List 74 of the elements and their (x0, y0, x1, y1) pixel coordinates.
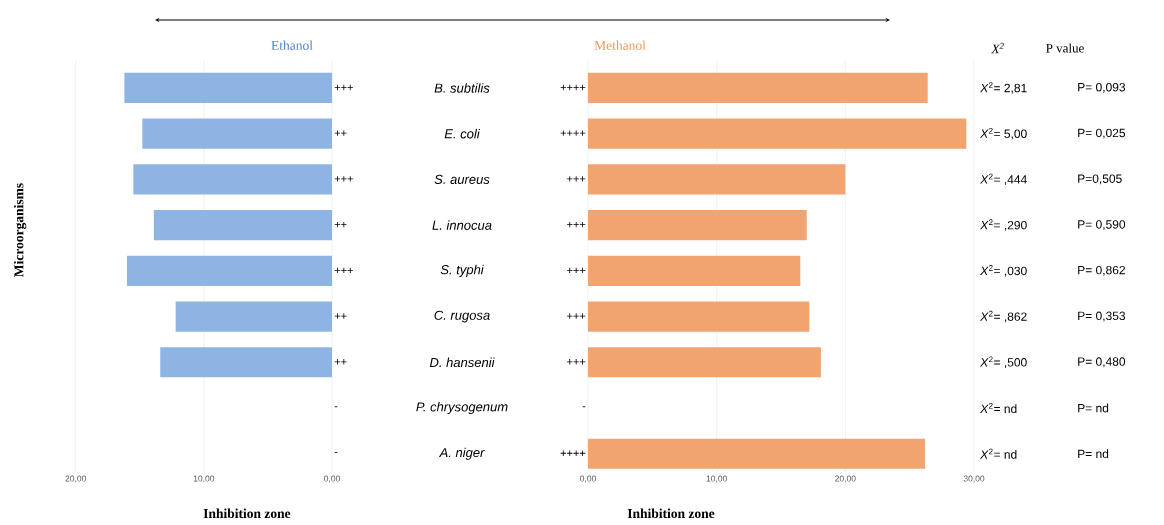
text: P= nd (1078, 449, 1109, 459)
text: P= 0,862 (1078, 265, 1125, 276)
data-label: +++ (334, 267, 353, 274)
text: P= 0,480 (1078, 357, 1126, 368)
data-label: +++ (567, 313, 586, 319)
text: P= 0,025 (1078, 128, 1126, 139)
bar (124, 72, 332, 104)
y-tick-label: E. coli (444, 128, 480, 139)
bar (588, 255, 801, 286)
data-label: +++ (334, 176, 353, 182)
x-tick-label: 10,00 (193, 475, 215, 483)
bar (588, 301, 810, 332)
data-label: +++ (567, 267, 586, 274)
data-label: ++ (334, 359, 347, 365)
text: - (334, 452, 338, 453)
text: P= 0,590 (1078, 220, 1126, 231)
y-tick-label: C. rugosa (434, 310, 490, 323)
y-tick-label: S. aureus (434, 174, 490, 184)
bar (142, 118, 332, 149)
y-axis-title: Microorganisms (13, 183, 27, 277)
data-label: +++ (334, 84, 353, 91)
x-tick-label: 30,00 (963, 475, 985, 483)
y-tick-label: S. typhi (440, 264, 484, 277)
data-label: +++ (567, 221, 586, 228)
y-tick-label: L. innocua (432, 220, 492, 230)
x-axis-title: Inhibition zone (203, 508, 291, 519)
bar (133, 164, 332, 195)
bar (153, 210, 332, 241)
text: P= 0,353 (1078, 311, 1126, 322)
bar (588, 118, 967, 149)
data-label: ++ (334, 221, 347, 228)
x-tick-label: 0,00 (580, 475, 596, 483)
text: P= nd (1078, 403, 1109, 413)
data-label: ++ (334, 130, 347, 136)
bar (588, 72, 928, 104)
y-tick-label: P. chrysogenum (416, 401, 508, 415)
data-label: ++++ (560, 450, 586, 456)
text: X$^{2}$= 2,81 (979, 82, 1027, 94)
text: X$^{2}$= ,444 (979, 173, 1027, 186)
bar (126, 255, 332, 286)
x-tick-label: 20,00 (65, 475, 86, 483)
text: X$^{2}$= ,500 (979, 356, 1027, 369)
data-label: ++++ (560, 84, 586, 91)
chart-title: Methanol (594, 40, 646, 50)
text: X$^{2}$ (991, 42, 1004, 54)
y-tick-label: D. hansenii (429, 357, 495, 368)
chart-title: Ethanol (271, 40, 313, 50)
text: X$^{2}$= ,030 (979, 265, 1027, 277)
text: - (582, 406, 586, 408)
text: X$^{2}$= 5,00 (979, 127, 1027, 140)
bar (588, 347, 821, 378)
text: P value (1046, 43, 1084, 53)
bar (588, 210, 807, 241)
y-tick-label: B. subtilis (434, 83, 490, 93)
y-tick-label: A. niger (438, 447, 485, 460)
text: X$^{2}$= ,862 (979, 310, 1027, 323)
text: P= 0,093 (1078, 82, 1126, 93)
data-label: ++++ (560, 130, 586, 136)
x-tick-label: 10,00 (706, 475, 727, 483)
data-label: +++ (567, 176, 586, 182)
bar (588, 438, 926, 469)
bar (588, 164, 846, 195)
text: X$^{2}$= nd (979, 402, 1017, 414)
x-axis-title: Inhibition zone (627, 508, 715, 519)
data-label: +++ (567, 359, 586, 365)
bar (175, 301, 332, 332)
x-tick-label: 20,00 (835, 475, 856, 483)
bar (160, 347, 332, 378)
text: X$^{2}$= nd (979, 448, 1017, 459)
data-label: ++ (334, 313, 347, 319)
x-tick-label: 0,00 (324, 475, 340, 483)
text: - (334, 406, 338, 408)
text: X$^{2}$= ,290 (979, 219, 1027, 231)
text: P=0,505 (1078, 174, 1122, 185)
